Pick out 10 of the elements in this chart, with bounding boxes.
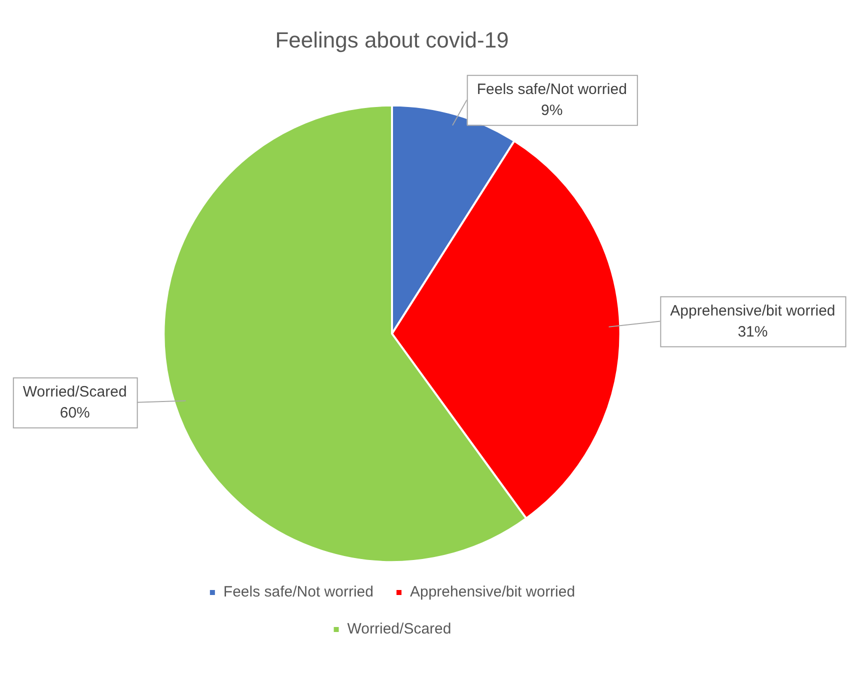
slice-label: Apprehensive/bit worried — [670, 302, 836, 320]
data-label: 9% — [541, 102, 563, 120]
legend-label: Feels safe/Not worried — [223, 584, 374, 601]
chart-title: Feelings about covid-19 — [275, 27, 509, 52]
data-label: 60% — [60, 404, 90, 422]
data-label: 31% — [738, 323, 768, 340]
legend-label: Worried/Scared — [347, 620, 452, 638]
slice-label: Worried/Scared — [22, 383, 127, 400]
slice-label: Feels safe/Not worried — [476, 81, 627, 98]
legend-label: Apprehensive/bit worried — [410, 584, 576, 601]
